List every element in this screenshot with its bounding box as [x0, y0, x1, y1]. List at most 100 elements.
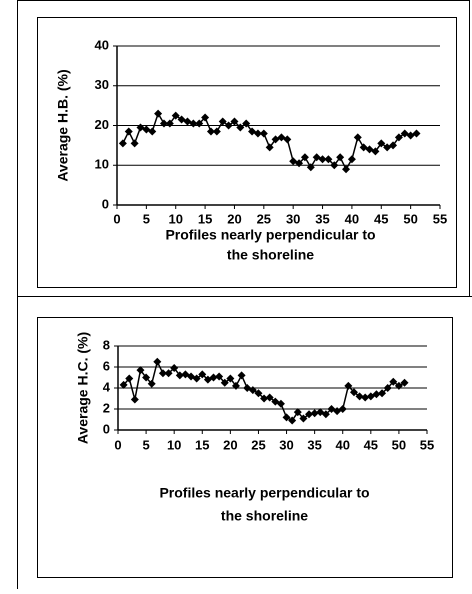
data-point [377, 139, 386, 148]
data-point [198, 370, 207, 379]
data-point [212, 127, 221, 136]
data-point [355, 392, 364, 401]
y-tick-label: 6 [103, 358, 110, 373]
data-point [237, 371, 246, 380]
x-tick-label: 10 [167, 437, 181, 452]
y-tick-label: 4 [103, 379, 111, 394]
x-tick-label: 0 [113, 211, 120, 226]
x-tick-label: 40 [345, 211, 359, 226]
data-point [242, 119, 251, 128]
data-point [220, 378, 229, 387]
data-point [299, 414, 308, 423]
data-point [260, 394, 269, 403]
x-tick-label: 45 [374, 211, 388, 226]
data-point [218, 117, 227, 126]
data-point [130, 395, 139, 404]
x-axis-title: the shoreline [221, 508, 308, 524]
y-tick-label: 0 [102, 196, 109, 211]
data-point [254, 389, 263, 398]
data-point [389, 377, 398, 386]
data-point [236, 123, 245, 132]
data-point [201, 113, 210, 122]
data-point [189, 119, 198, 128]
data-point [154, 109, 163, 118]
data-point [324, 155, 333, 164]
data-point [394, 381, 403, 390]
data-point [342, 165, 351, 174]
data-point [295, 159, 304, 168]
data-point [353, 133, 362, 142]
data-point [124, 127, 133, 136]
y-tick-label: 30 [95, 77, 109, 92]
data-point [125, 374, 134, 383]
data-point [361, 393, 370, 402]
data-point [248, 386, 257, 395]
data-point [378, 389, 387, 398]
data-point [394, 133, 403, 142]
data-point [158, 369, 167, 378]
data-point [215, 372, 224, 381]
y-tick-label: 2 [103, 400, 110, 415]
data-point [338, 405, 347, 413]
y-axis-title: Average H.B. (%) [55, 69, 71, 181]
data-point [164, 369, 173, 378]
data-point [347, 155, 356, 164]
data-point [321, 410, 330, 419]
x-tick-label: 50 [403, 211, 417, 226]
data-point [371, 147, 380, 156]
data-point [175, 371, 184, 380]
data-point [226, 374, 235, 383]
x-tick-label: 20 [227, 211, 241, 226]
data-point [153, 357, 162, 366]
data-point [118, 139, 127, 148]
data-point [300, 153, 309, 162]
data-point [170, 364, 179, 373]
data-point [265, 143, 274, 152]
y-tick-label: 20 [95, 117, 109, 132]
x-tick-label: 15 [195, 437, 209, 452]
x-tick-label: 35 [307, 437, 321, 452]
y-tick-label: 10 [95, 157, 109, 172]
x-tick-label: 30 [279, 437, 293, 452]
data-point [224, 121, 233, 130]
data-point [195, 119, 204, 128]
data-point [389, 141, 398, 150]
data-point [130, 139, 139, 148]
data-point [276, 399, 285, 408]
y-tick-label: 0 [103, 421, 110, 436]
y-axis-title: Average H.C. (%) [75, 332, 91, 444]
data-point [330, 161, 339, 170]
data-point [259, 129, 268, 138]
x-tick-label: 35 [315, 211, 329, 226]
x-tick-label: 20 [223, 437, 237, 452]
x-tick-label: 40 [335, 437, 349, 452]
x-tick-label: 5 [142, 437, 149, 452]
x-tick-label: 50 [392, 437, 406, 452]
data-point [293, 408, 302, 417]
data-point [265, 393, 274, 402]
x-axis-title: the shoreline [227, 247, 314, 263]
data-point [119, 380, 128, 389]
data-point [147, 379, 156, 388]
data-point [282, 413, 291, 422]
chart-frame [37, 317, 453, 578]
data-point [310, 409, 319, 418]
x-tick-label: 30 [286, 211, 300, 226]
x-tick-label: 55 [433, 211, 447, 226]
x-tick-label: 0 [114, 437, 121, 452]
y-tick-label: 40 [95, 37, 109, 52]
x-tick-label: 10 [168, 211, 182, 226]
data-point [230, 117, 239, 126]
data-point [305, 410, 314, 419]
data-point [306, 163, 315, 172]
x-tick-label: 25 [251, 437, 265, 452]
x-tick-label: 25 [257, 211, 271, 226]
x-tick-label: 5 [143, 211, 150, 226]
data-point [171, 111, 180, 120]
data-point [231, 381, 240, 390]
data-point [192, 374, 201, 383]
data-point [336, 153, 345, 162]
